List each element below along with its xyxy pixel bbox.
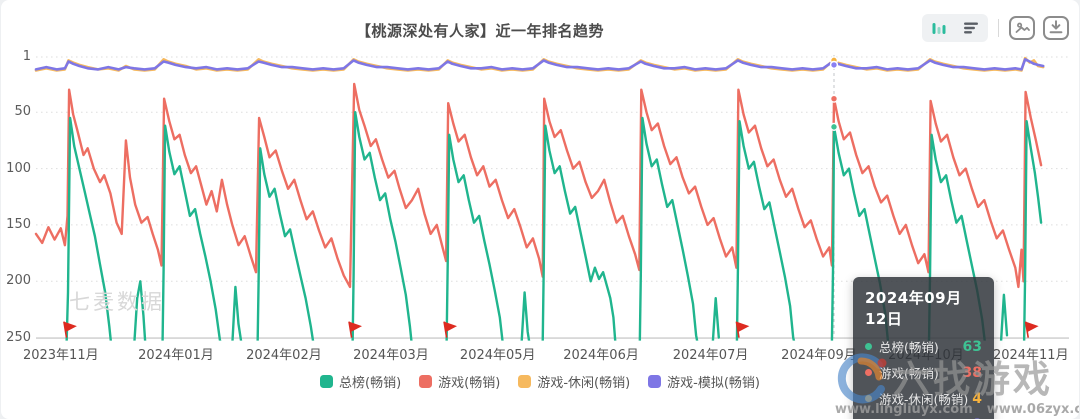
tooltip-series-dot bbox=[865, 395, 872, 402]
download-button[interactable] bbox=[1043, 16, 1069, 40]
event-flag-icon[interactable] bbox=[348, 321, 362, 338]
series-line[interactable] bbox=[65, 116, 112, 347]
y-tick-label: 200 bbox=[6, 273, 31, 289]
series-line[interactable] bbox=[133, 280, 147, 346]
legend-swatch bbox=[518, 375, 532, 388]
legend-item[interactable]: 游戏-休闲(畅销) bbox=[518, 372, 630, 391]
export-image-button[interactable] bbox=[1009, 16, 1035, 40]
bar-chart-icon[interactable] bbox=[928, 18, 950, 38]
list-icon[interactable] bbox=[960, 18, 982, 38]
x-tick-label: 2023年11月 bbox=[22, 347, 99, 363]
legend-label: 游戏-模拟(畅销) bbox=[667, 376, 760, 391]
legend-item[interactable]: 游戏(畅销) bbox=[419, 372, 500, 391]
tooltip-series-value: 8 bbox=[972, 417, 982, 419]
tooltip-series-dot bbox=[865, 369, 872, 376]
series-line[interactable] bbox=[161, 124, 222, 347]
legend-swatch bbox=[419, 375, 433, 388]
y-tick-label: 250 bbox=[6, 329, 31, 345]
tooltip-series-name: 总榜(畅销) bbox=[879, 340, 939, 355]
legend-item[interactable]: 游戏-模拟(畅销) bbox=[648, 372, 760, 391]
series-line[interactable] bbox=[520, 291, 531, 346]
legend-label: 总榜(畅销) bbox=[339, 376, 402, 391]
y-tick-label: 100 bbox=[6, 160, 31, 176]
series-line[interactable] bbox=[351, 110, 413, 346]
x-tick-label: 2024年02月 bbox=[246, 347, 322, 363]
event-flag-icon[interactable] bbox=[443, 321, 458, 338]
legend-item[interactable]: 总榜(畅销) bbox=[320, 372, 401, 391]
series-line[interactable] bbox=[231, 285, 243, 345]
series-line[interactable] bbox=[1022, 119, 1043, 343]
legend-label: 游戏(畅销) bbox=[438, 376, 501, 391]
chart-title: 【桃源深处有人家】近一年排名趋势 bbox=[355, 22, 604, 40]
chart-toolbar bbox=[922, 14, 1069, 42]
x-tick-label: 2024年05月 bbox=[459, 347, 536, 363]
tooltip-series-value: 63 bbox=[962, 338, 982, 355]
tooltip-series-value: 38 bbox=[962, 364, 982, 381]
event-flag-icon[interactable] bbox=[735, 321, 750, 338]
tooltip-row: 游戏(畅销) 38 bbox=[865, 363, 982, 382]
tooltip-series-dot bbox=[865, 343, 872, 350]
x-tick-label: 2024年06月 bbox=[563, 347, 639, 363]
tooltip-series-name: 游戏(畅销) bbox=[879, 366, 939, 381]
y-tick-label: 150 bbox=[6, 216, 31, 232]
legend-swatch bbox=[648, 375, 662, 388]
series-line[interactable] bbox=[735, 119, 796, 346]
series-line[interactable] bbox=[256, 147, 315, 346]
series-line[interactable] bbox=[34, 82, 1043, 289]
x-tick-label: 2024年01月 bbox=[138, 347, 214, 363]
tooltip-row: 游戏-休闲(畅销) 4 bbox=[865, 389, 982, 408]
image-icon bbox=[1015, 19, 1030, 38]
crosshair-point bbox=[829, 60, 839, 69]
tooltip-date: 2024年09月12日 bbox=[865, 289, 962, 328]
tooltip-series-name: 游戏-休闲(畅销) bbox=[879, 392, 969, 407]
x-tick-label: 2024年11月 bbox=[992, 347, 1069, 363]
toolbar-divider bbox=[998, 19, 999, 37]
chart-legend: 总榜(畅销) 游戏(畅销) 游戏-休闲(畅销) 游戏-模拟(畅销) bbox=[1, 372, 1079, 391]
event-flag-icon[interactable] bbox=[1024, 321, 1039, 338]
event-flag-icon[interactable] bbox=[63, 321, 77, 338]
download-icon bbox=[1049, 19, 1063, 38]
y-tick-label: 1 bbox=[22, 49, 31, 64]
tooltip-row: 游戏-模拟(畅销) 8 bbox=[865, 415, 982, 419]
series-line[interactable] bbox=[34, 57, 1045, 71]
series-line[interactable] bbox=[638, 116, 699, 347]
legend-label: 游戏-休闲(畅销) bbox=[537, 376, 631, 391]
qimai-watermark: 七麦数据 bbox=[69, 290, 165, 314]
series-line[interactable] bbox=[445, 133, 504, 345]
tooltip-series-value: 4 bbox=[972, 390, 982, 407]
chart-tooltip: 2024年09月12日 总榜(畅销)63游戏(畅销)38游戏-休闲(畅销)4游戏… bbox=[853, 277, 994, 419]
tooltip-series-name: 游戏-模拟(畅销) bbox=[879, 415, 968, 419]
y-tick-label: 50 bbox=[14, 104, 31, 120]
series-line[interactable] bbox=[541, 124, 617, 345]
x-tick-label: 2024年03月 bbox=[353, 347, 429, 363]
crosshair-point bbox=[829, 122, 839, 131]
legend-swatch bbox=[320, 375, 333, 388]
crosshair-point bbox=[829, 94, 839, 103]
series-line[interactable] bbox=[711, 297, 720, 345]
tooltip-row: 总榜(畅销) 63 bbox=[865, 337, 982, 356]
view-toggle-group bbox=[922, 14, 988, 42]
series-line[interactable] bbox=[999, 293, 1009, 346]
x-tick-label: 2024年07月 bbox=[672, 347, 749, 363]
x-tick-label: 2024年09月 bbox=[781, 347, 857, 363]
